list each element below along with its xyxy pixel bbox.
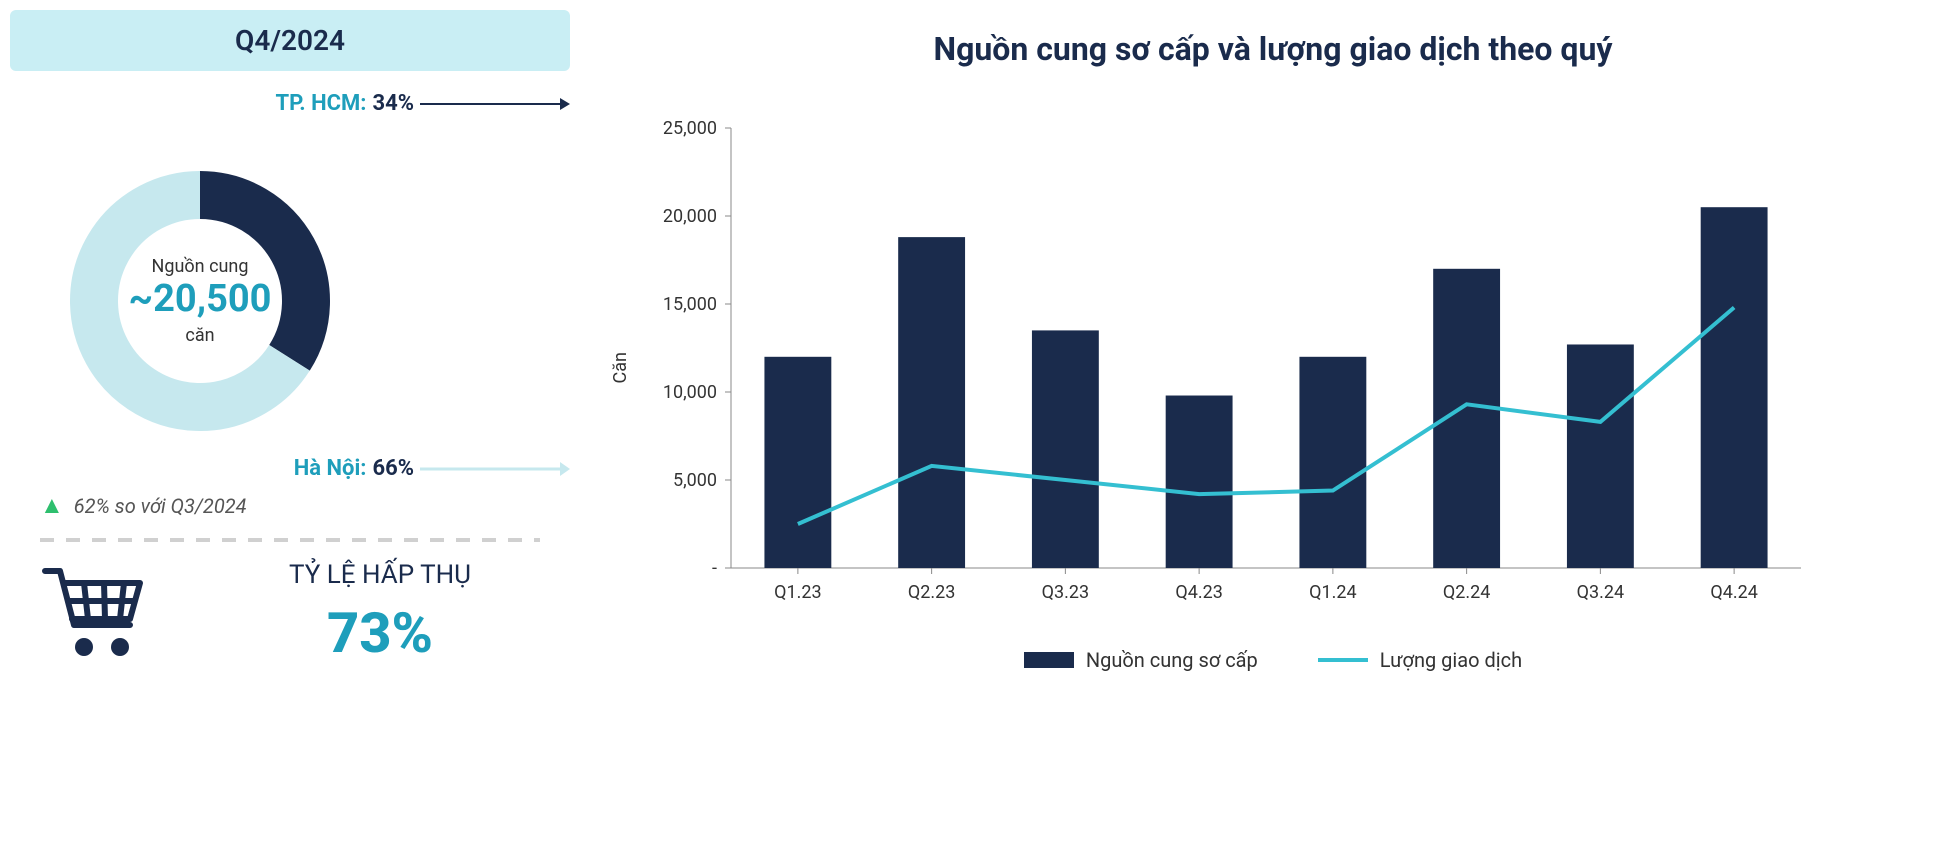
arrow-right-light-icon xyxy=(420,461,570,477)
legend-line-label: Lượng giao dịch xyxy=(1380,648,1522,672)
svg-text:-: - xyxy=(712,558,717,579)
arrow-right-dark-icon xyxy=(420,96,570,112)
legend-bar: Nguồn cung sơ cấp xyxy=(1024,648,1258,672)
seg2-label: Hà Nội: xyxy=(294,456,367,481)
donut-center: Nguồn cung ~20,500 căn xyxy=(50,151,350,451)
absorption-row: TỶ LỆ HẤP THỤ 73% xyxy=(10,560,570,666)
svg-text:5,000: 5,000 xyxy=(673,470,717,491)
chart-title: Nguồn cung sơ cấp và lượng giao dịch the… xyxy=(610,30,1936,68)
legend-line: Lượng giao dịch xyxy=(1318,648,1522,672)
svg-text:Q3.24: Q3.24 xyxy=(1577,582,1624,603)
svg-text:Q3.23: Q3.23 xyxy=(1042,582,1089,603)
donut-label-top: Nguồn cung xyxy=(152,256,249,277)
seg2-pct: 66% xyxy=(372,456,414,481)
seg1-callout: TP. HCM: 34% xyxy=(276,91,571,116)
seg1-pct: 34% xyxy=(372,91,414,116)
period-header: Q4/2024 xyxy=(10,10,570,71)
svg-text:Q1.24: Q1.24 xyxy=(1309,582,1356,603)
change-text: 62% so với Q3/2024 xyxy=(74,494,247,518)
legend-line-swatch xyxy=(1318,658,1368,662)
absorption-title: TỶ LỆ HẤP THỤ xyxy=(190,560,570,590)
svg-text:Q1.23: Q1.23 xyxy=(774,582,821,603)
cart-icon xyxy=(40,563,150,663)
absorption-value: 73% xyxy=(190,600,570,666)
svg-text:10,000: 10,000 xyxy=(663,382,717,403)
donut-section: TP. HCM: 34% Hà Nội: 66% Nguồn cung ~20,… xyxy=(10,91,570,481)
arrow-up-icon: ▲ xyxy=(40,491,64,520)
seg1-label: TP. HCM: xyxy=(276,91,367,116)
chart-legend: Nguồn cung sơ cấp Lượng giao dịch xyxy=(610,648,1936,672)
svg-text:Q4.23: Q4.23 xyxy=(1175,582,1222,603)
svg-text:20,000: 20,000 xyxy=(663,206,717,227)
legend-bar-label: Nguồn cung sơ cấp xyxy=(1086,648,1258,672)
donut-value: ~20,500 xyxy=(129,277,272,323)
y-axis-label: Căn xyxy=(610,352,631,383)
svg-text:Q4.24: Q4.24 xyxy=(1710,582,1757,603)
svg-text:25,000: 25,000 xyxy=(663,118,717,139)
donut-chart: Nguồn cung ~20,500 căn xyxy=(50,151,350,451)
svg-text:Q2.23: Q2.23 xyxy=(908,582,955,603)
left-panel: Q4/2024 TP. HCM: 34% Hà Nội: 66% Nguồn c… xyxy=(10,10,570,836)
seg2-callout: Hà Nội: 66% xyxy=(294,456,570,481)
donut-label-bottom: căn xyxy=(185,325,214,346)
legend-bar-swatch xyxy=(1024,652,1074,668)
divider xyxy=(40,538,540,542)
absorption-text: TỶ LỆ HẤP THỤ 73% xyxy=(190,560,570,666)
change-row: ▲ 62% so với Q3/2024 xyxy=(10,491,570,520)
svg-text:Q2.24: Q2.24 xyxy=(1443,582,1490,603)
right-panel: Nguồn cung sơ cấp và lượng giao dịch the… xyxy=(610,10,1936,836)
bar-line-chart: - 5,000 10,000 15,000 20,000 25,000 Q1.23 Q2.23… xyxy=(641,108,1821,628)
svg-text:15,000: 15,000 xyxy=(663,294,717,315)
